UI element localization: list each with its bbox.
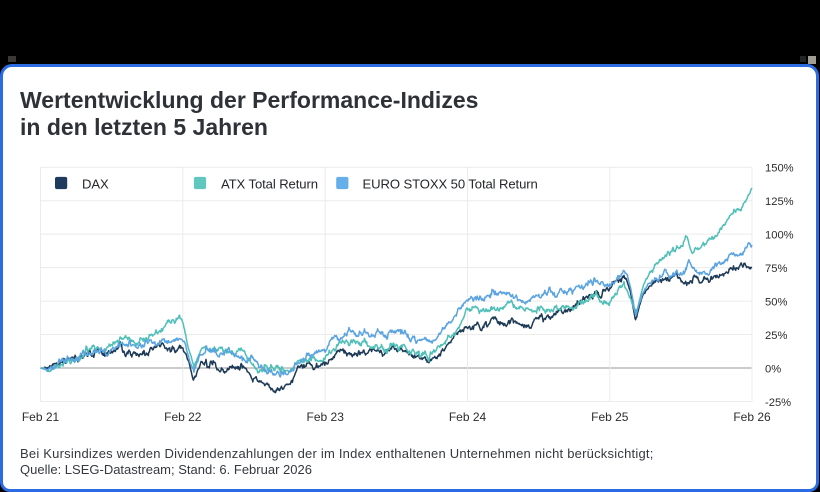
svg-text:75%: 75% [765, 263, 787, 275]
svg-text:EURO STOXX 50 Total Return: EURO STOXX 50 Total Return [363, 176, 538, 191]
svg-text:125%: 125% [765, 196, 794, 208]
svg-text:100%: 100% [765, 230, 794, 242]
svg-text:Feb 23: Feb 23 [307, 410, 345, 424]
svg-text:ATX Total Return: ATX Total Return [221, 176, 318, 191]
svg-text:25%: 25% [765, 330, 787, 342]
svg-text:-25%: -25% [765, 397, 791, 409]
svg-text:Feb 24: Feb 24 [449, 410, 487, 424]
svg-text:50%: 50% [765, 297, 787, 309]
svg-text:150%: 150% [765, 163, 794, 175]
svg-text:0%: 0% [765, 363, 781, 375]
svg-text:Feb 21: Feb 21 [22, 410, 60, 424]
svg-text:Feb 22: Feb 22 [164, 410, 202, 424]
svg-text:DAX: DAX [82, 176, 109, 191]
svg-text:Feb 26: Feb 26 [733, 410, 771, 424]
svg-text:Feb 25: Feb 25 [591, 410, 629, 424]
